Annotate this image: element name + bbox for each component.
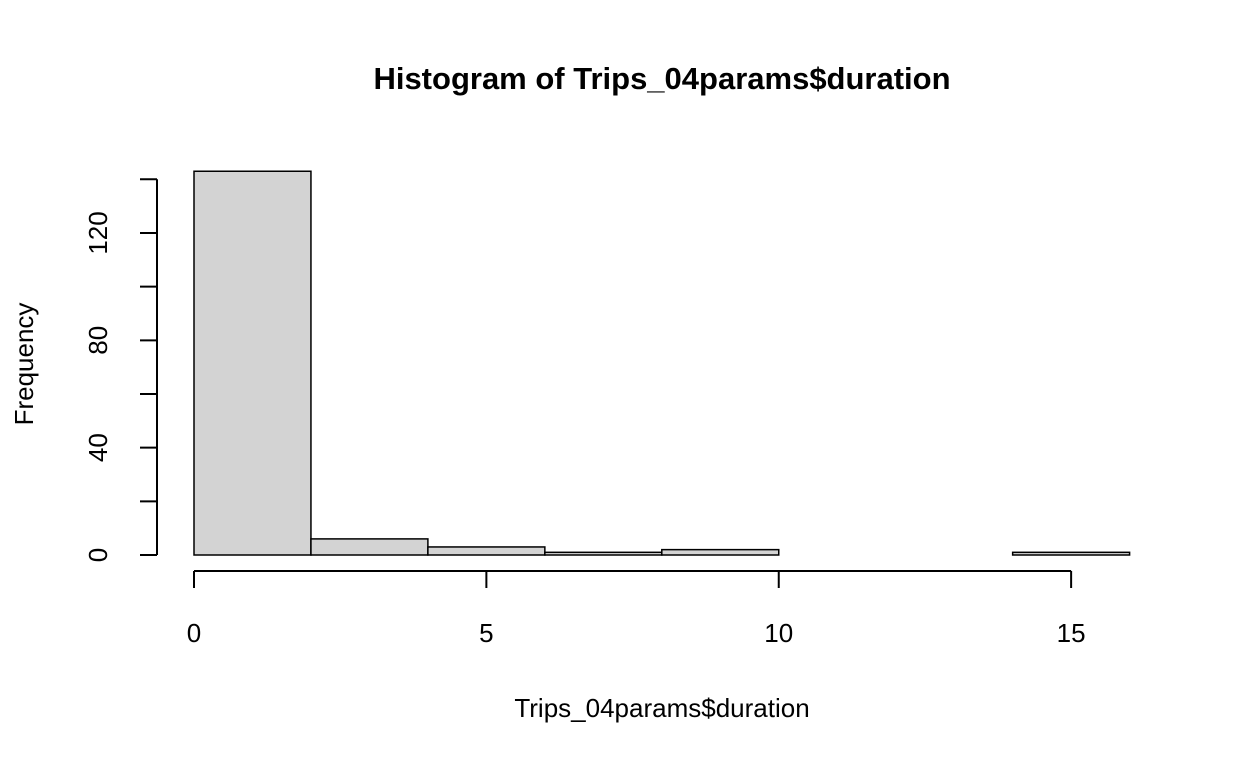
y-tick-label: 40 <box>83 433 113 462</box>
x-tick-label: 5 <box>479 618 493 648</box>
x-axis-label: Trips_04params$duration <box>514 693 809 723</box>
bar <box>661 548 780 556</box>
y-tick-label: 80 <box>83 326 113 355</box>
x-tick-label: 10 <box>764 618 793 648</box>
bar <box>544 551 663 556</box>
y-tick-label: 120 <box>83 211 113 254</box>
x-tick-label: 0 <box>187 618 201 648</box>
bar <box>1011 551 1131 556</box>
bar <box>310 538 429 556</box>
chart-title: Histogram of Trips_04params$duration <box>373 61 950 96</box>
y-axis-label: Frequency <box>9 303 39 426</box>
x-tick-label: 15 <box>1057 618 1086 648</box>
y-tick-label: 0 <box>83 548 113 562</box>
bar <box>427 546 546 556</box>
bar <box>193 170 312 556</box>
